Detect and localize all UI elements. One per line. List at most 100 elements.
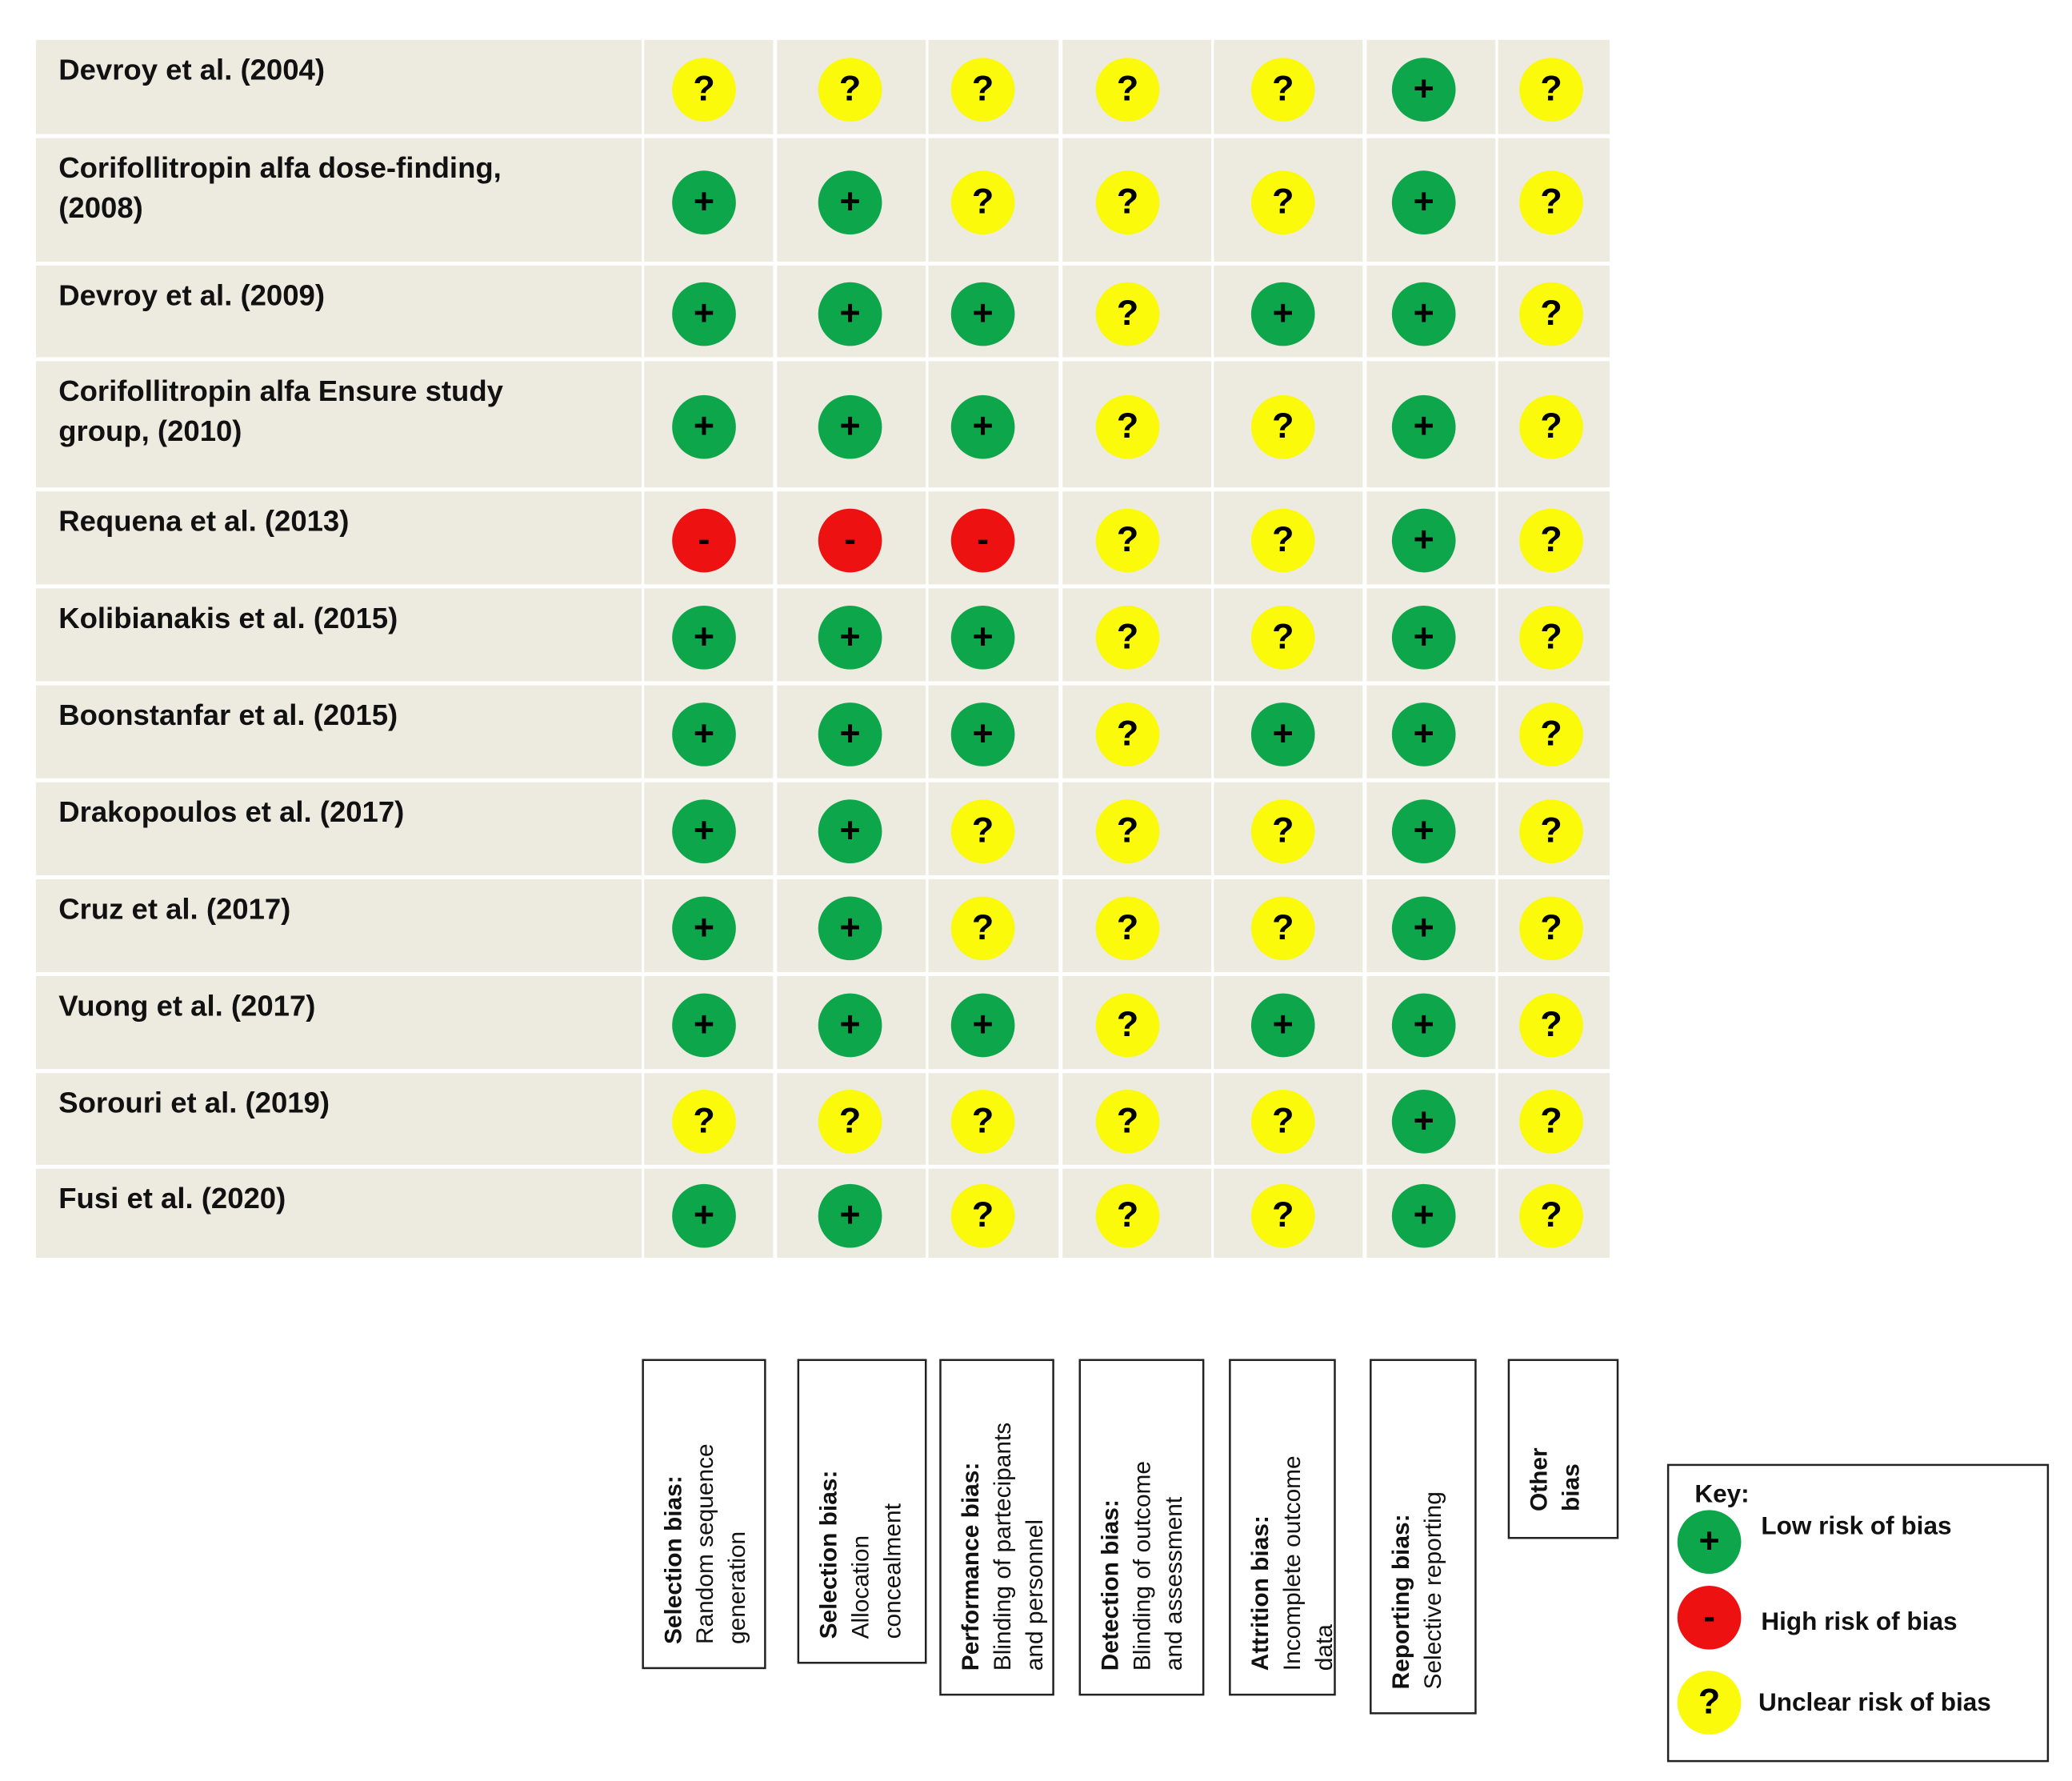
rating-circle (818, 799, 882, 863)
rating-symbol: + (1414, 810, 1434, 850)
domain-label: bias (1558, 1463, 1585, 1511)
rating-circle (1391, 1089, 1456, 1154)
study-name: Sorouri et al. (2019) (58, 1087, 330, 1119)
rating-circle (950, 702, 1015, 766)
study-name: Corifollitropin alfa Ensure study (58, 374, 503, 407)
rating-symbol: + (1414, 293, 1434, 333)
rating-symbol: + (840, 182, 861, 222)
rating-circle (672, 170, 736, 234)
rating-symbol: + (1414, 1100, 1434, 1140)
cell (36, 588, 642, 682)
domain-label: Selection bias: (660, 1475, 686, 1644)
key-circle (1677, 1585, 1742, 1650)
rating-circle (950, 605, 1015, 670)
domain-detail: and personnel (1022, 1519, 1048, 1671)
key-symbol: ? (1698, 1682, 1720, 1722)
rating-symbol: + (694, 293, 714, 333)
rating-circle (1519, 508, 1583, 573)
rating-circle (1095, 702, 1160, 766)
rating-circle (1519, 799, 1583, 863)
domain-detail: Selective reporting (1420, 1491, 1446, 1689)
cell (36, 1168, 642, 1258)
rating-circle (1391, 896, 1456, 961)
rating-symbol: ? (1272, 1100, 1294, 1140)
rating-symbol: ? (1272, 616, 1294, 656)
rating-symbol: ? (1117, 810, 1138, 850)
domain-detail: Random sequence (692, 1443, 718, 1644)
domain-detail: Incomplete outcome (1279, 1455, 1306, 1671)
rating-circle (1095, 170, 1160, 234)
study-name: Vuong et al. (2017) (58, 990, 315, 1023)
rating-circle (1519, 605, 1583, 670)
rating-circle (672, 702, 736, 766)
rating-symbol: ? (972, 182, 994, 222)
key-title: Key: (1694, 1479, 1749, 1507)
rating-circle (950, 799, 1015, 863)
rating-circle (1250, 702, 1315, 766)
rating-circle (818, 993, 882, 1058)
rating-symbol: + (1414, 907, 1434, 947)
rating-circle (1250, 58, 1315, 122)
rating-circle (1095, 58, 1160, 122)
rating-symbol: + (1414, 1004, 1434, 1044)
rating-circle (1095, 1089, 1160, 1154)
domain-detail: data (1311, 1624, 1338, 1671)
rating-circle (1250, 394, 1315, 459)
rating-symbol: + (840, 293, 861, 333)
rating-circle (1519, 282, 1583, 346)
domain-box (939, 1359, 1054, 1696)
rating-symbol: ? (1272, 182, 1294, 222)
rating-symbol: ? (839, 69, 861, 109)
rating-circle (672, 282, 736, 346)
rating-symbol: + (694, 713, 714, 753)
rating-circle (818, 282, 882, 346)
cell (36, 1073, 642, 1165)
study-name: Fusi et al. (2020) (58, 1182, 286, 1215)
rating-symbol: ? (1272, 1195, 1294, 1235)
rating-symbol: ? (693, 1100, 714, 1140)
rating-symbol: + (973, 616, 994, 656)
rating-circle (1519, 1183, 1583, 1248)
rating-circle (1519, 58, 1583, 122)
rating-circle (818, 1183, 882, 1248)
rating-symbol: ? (1272, 907, 1294, 947)
rating-circle (1250, 170, 1315, 234)
rating-circle (1519, 1089, 1583, 1154)
rating-symbol: + (694, 810, 714, 850)
rating-circle (1519, 896, 1583, 961)
rating-symbol: ? (1272, 810, 1294, 850)
rating-symbol: + (973, 293, 994, 333)
study-name: Drakopoulos et al. (2017) (58, 795, 404, 828)
rating-circle (672, 799, 736, 863)
domain-box (642, 1359, 766, 1670)
rating-symbol: ? (1117, 519, 1138, 559)
rating-symbol: ? (1540, 616, 1562, 656)
rating-circle (1250, 1089, 1315, 1154)
rating-symbol: + (840, 1195, 861, 1235)
rating-symbol: + (1414, 1195, 1434, 1235)
rating-circle (818, 702, 882, 766)
rating-symbol: + (1414, 713, 1434, 753)
domain-label: Performance bias: (958, 1463, 984, 1671)
rating-circle (672, 993, 736, 1058)
rating-symbol: - (698, 519, 710, 559)
rating-symbol: + (1414, 519, 1434, 559)
rating-circle (1095, 896, 1160, 961)
cell (36, 39, 642, 134)
domain-box (1229, 1359, 1336, 1696)
domain-label: Detection bias: (1098, 1499, 1124, 1671)
rating-circle (672, 58, 736, 122)
rating-symbol: ? (1540, 406, 1562, 446)
rating-symbol: ? (1540, 907, 1562, 947)
rating-circle (950, 170, 1015, 234)
rating-symbol: ? (1540, 713, 1562, 753)
rating-symbol: + (840, 713, 861, 753)
rating-circle (672, 896, 736, 961)
rating-symbol: ? (1540, 1100, 1562, 1140)
rating-symbol: ? (972, 69, 994, 109)
rating-circle (818, 605, 882, 670)
rating-symbol: ? (839, 1100, 861, 1140)
rating-circle (950, 1089, 1015, 1154)
key-symbol: + (1699, 1521, 1720, 1561)
